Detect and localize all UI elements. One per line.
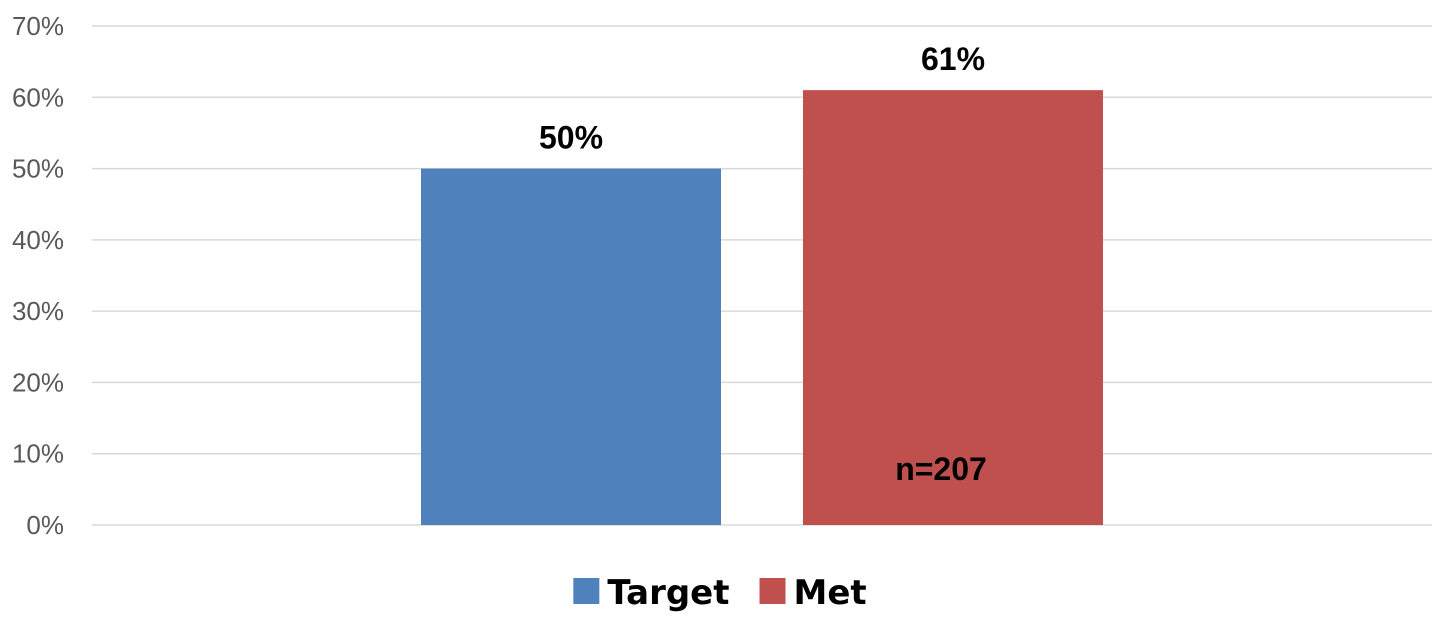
data-label-met: 61% bbox=[921, 41, 985, 77]
y-tick-label: 20% bbox=[12, 367, 64, 397]
legend-label-target: Target bbox=[607, 573, 729, 613]
legend-swatch-target bbox=[573, 578, 600, 604]
sample-size-annotation: n=207 bbox=[895, 451, 987, 487]
legend-item-target: Target bbox=[573, 573, 730, 613]
bar-target bbox=[421, 168, 721, 526]
data-labels: 50% 61% bbox=[539, 41, 985, 155]
y-tick-label: 60% bbox=[12, 82, 64, 112]
y-tick-label: 40% bbox=[12, 225, 64, 255]
y-tick-label: 0% bbox=[26, 510, 64, 540]
legend-label-met: Met bbox=[794, 573, 867, 613]
legend-item-met: Met bbox=[759, 573, 867, 613]
y-tick-label: 30% bbox=[12, 296, 64, 326]
legend-swatch-met bbox=[759, 578, 786, 604]
y-tick-label: 10% bbox=[12, 439, 64, 469]
y-tick-label: 70% bbox=[12, 11, 64, 41]
data-label-target: 50% bbox=[539, 120, 603, 156]
y-axis-ticks: 0% 10% 20% 30% 40% 50% 60% 70% bbox=[12, 11, 64, 540]
legend: Target Met bbox=[573, 573, 867, 613]
y-tick-label: 50% bbox=[12, 154, 64, 184]
bars bbox=[421, 90, 1103, 526]
gridlines bbox=[92, 25, 1432, 526]
bar-met bbox=[803, 90, 1103, 526]
